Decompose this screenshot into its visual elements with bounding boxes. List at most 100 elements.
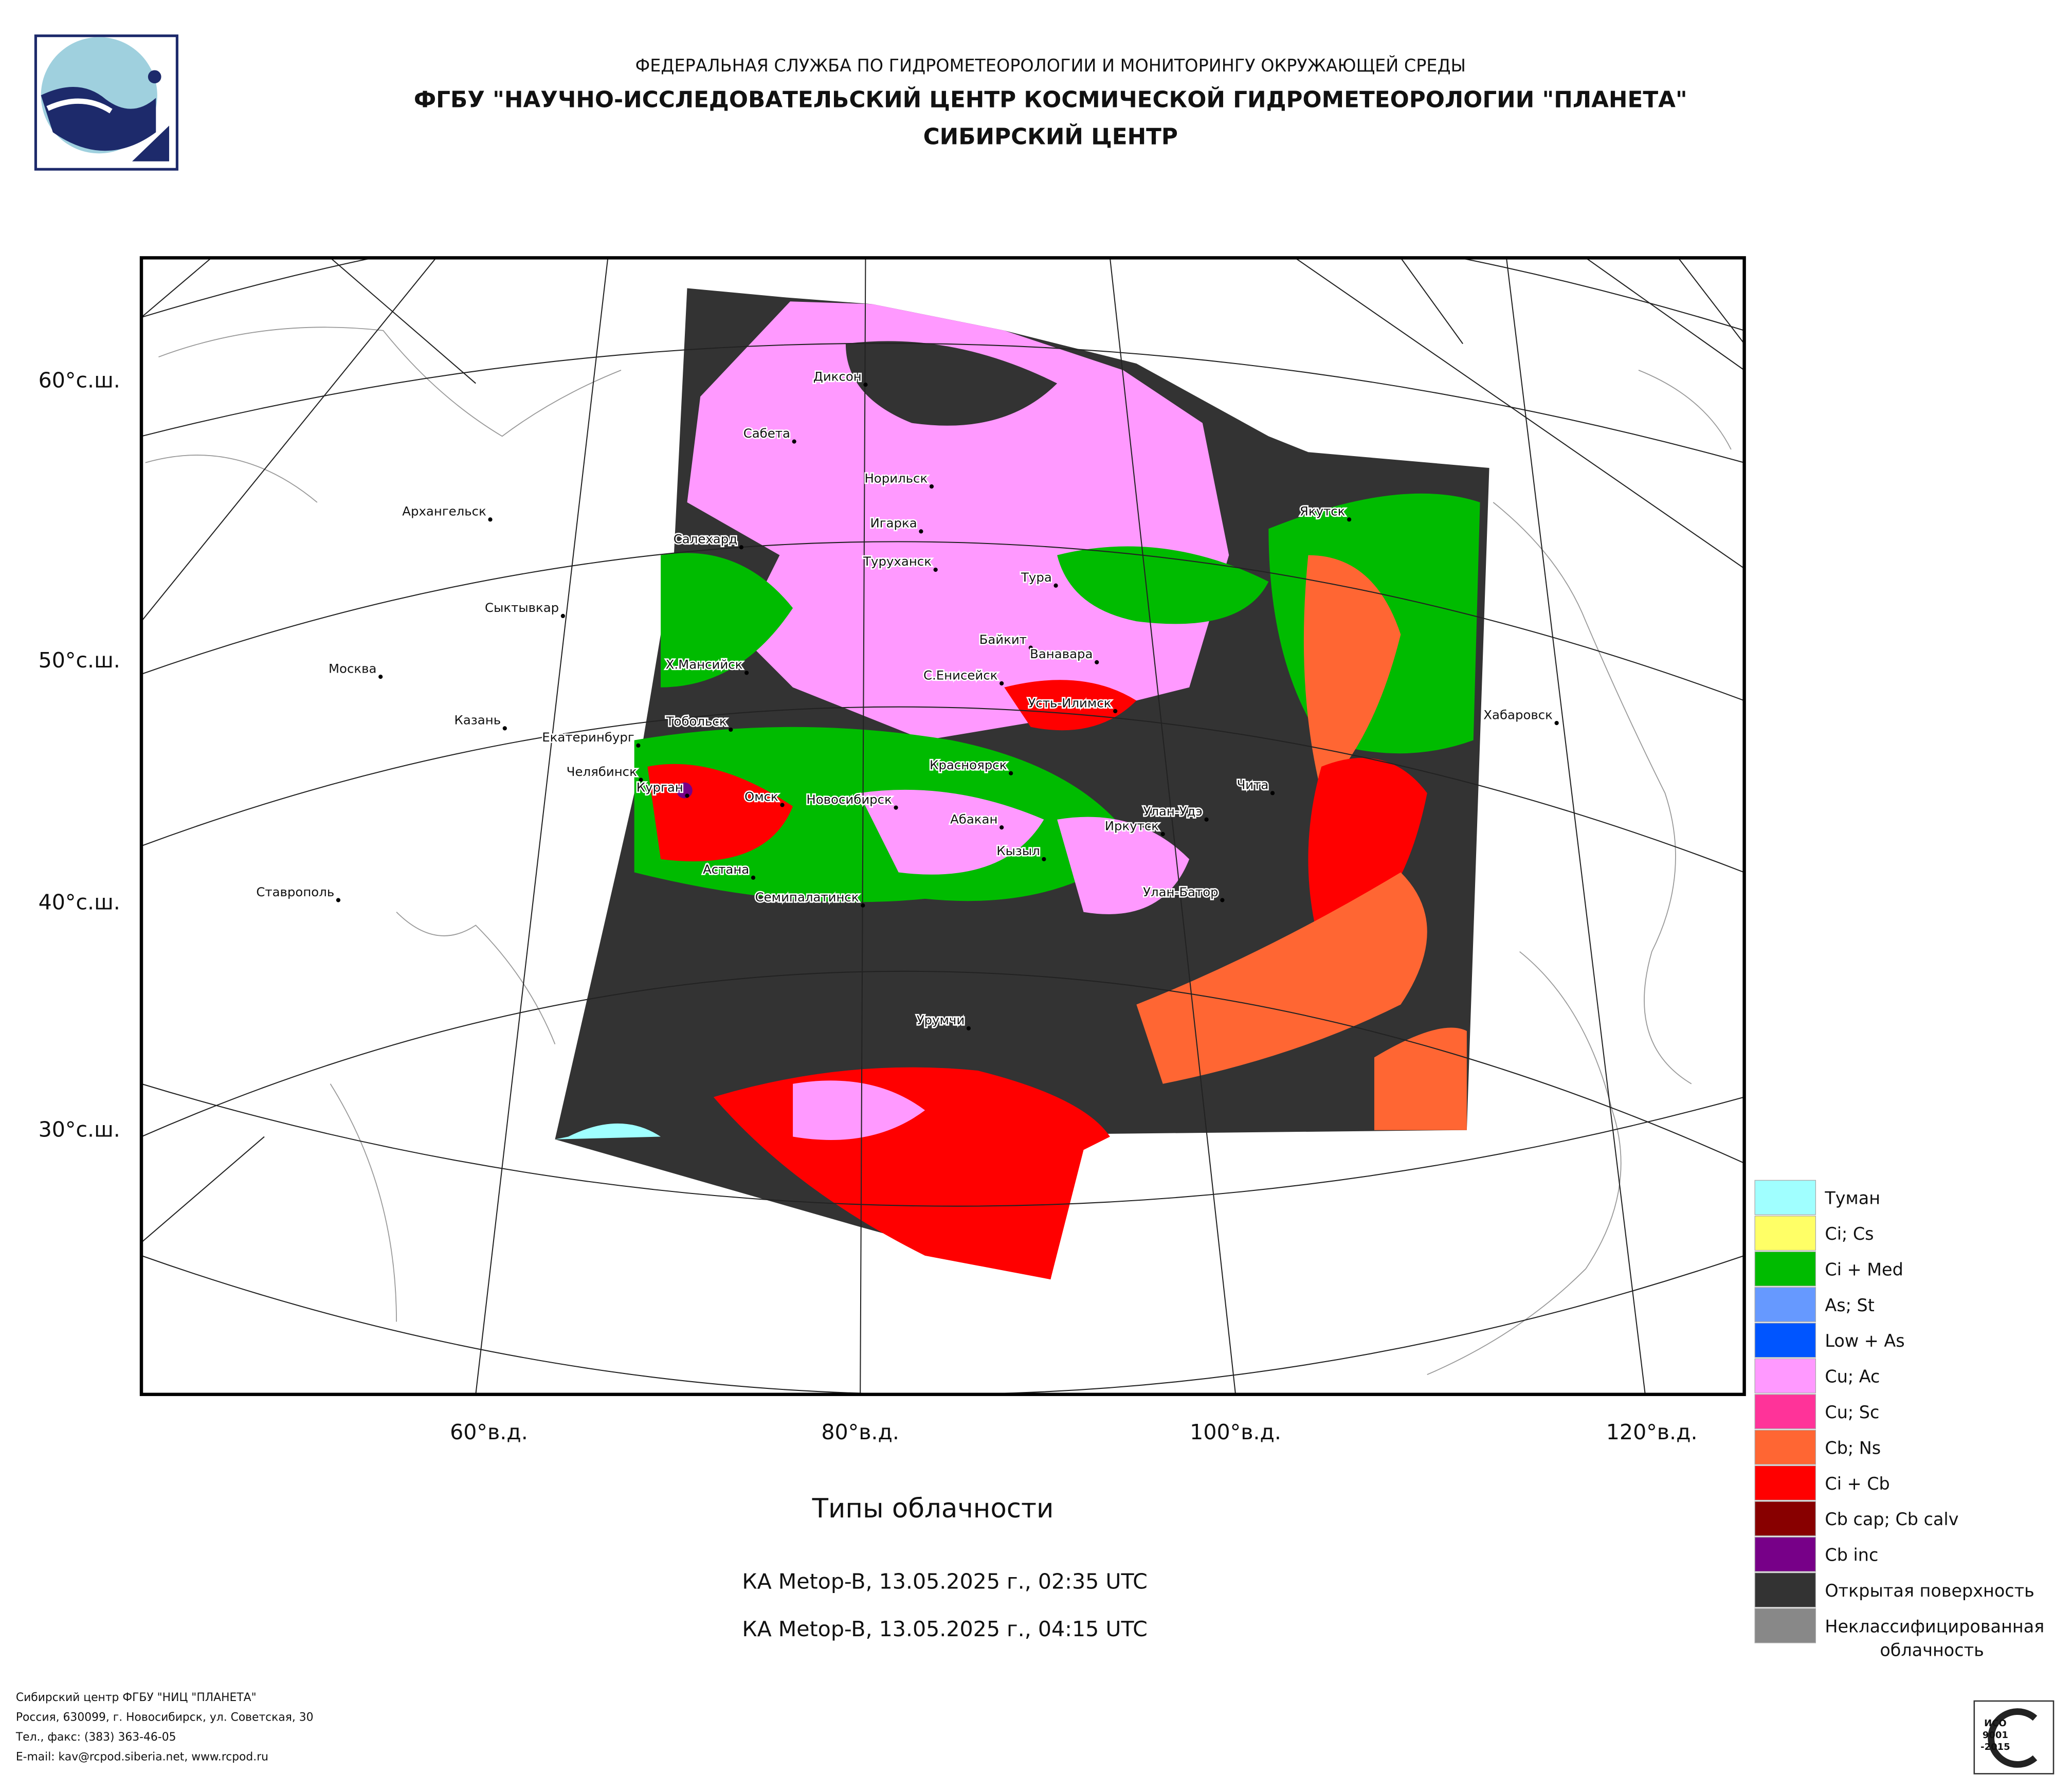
lon-label: 120°в.д.	[1606, 1420, 1698, 1444]
city-label: Москва	[329, 661, 377, 676]
city-dot	[929, 484, 934, 489]
legend-swatch	[1754, 1430, 1816, 1465]
city-label: Омск	[744, 789, 778, 804]
city-dot	[1220, 898, 1225, 902]
city-dot	[636, 743, 641, 748]
city-dot	[639, 777, 643, 782]
footer-line: E-mail: kav@rcpod.siberia.net, www.rcpod…	[16, 1751, 268, 1764]
legend-swatch	[1754, 1608, 1816, 1643]
caption: КА Metop-B, 13.05.2025 г., 04:15 UTC	[742, 1617, 1147, 1641]
map-title: Типы облачности	[812, 1493, 1054, 1524]
legend-label: Cu; Ac	[1825, 1367, 1880, 1387]
legend-label: Cb; Ns	[1825, 1438, 1881, 1458]
map: Диксон Сабета Норильск Архангельск Игарка Сал…	[139, 256, 1746, 1396]
city-dot	[1042, 857, 1046, 861]
city-label: Красноярск	[930, 757, 1007, 772]
header-line: ФГБУ "НАУЧНО-ИССЛЕДОВАТЕЛЬСКИЙ ЦЕНТР КОС…	[414, 85, 1687, 113]
city-label: Курган	[637, 780, 683, 795]
city-dot	[685, 793, 689, 798]
legend-swatch	[1754, 1251, 1816, 1287]
city-dot	[739, 545, 743, 550]
city-label: Улан-Удэ	[1143, 804, 1202, 819]
lat-label: 40°с.ш.	[39, 890, 120, 914]
city-label: С.Енисейск	[923, 667, 998, 682]
legend-label: Ci; Cs	[1825, 1224, 1874, 1244]
iso-text: ИСО	[1984, 1718, 2007, 1729]
legend-swatch	[1754, 1180, 1816, 1215]
city-label: Байкит	[979, 632, 1027, 647]
city-dot	[1160, 831, 1165, 837]
legend-label: облачность	[1880, 1640, 1984, 1660]
city-dot	[729, 727, 733, 732]
city-label: Абакан	[950, 811, 997, 826]
legend-swatch	[1754, 1501, 1816, 1536]
lon-label: 100°в.д.	[1190, 1420, 1281, 1444]
city-label: Тура	[1021, 570, 1052, 585]
legend-label: Cu; Sc	[1825, 1402, 1879, 1422]
map-axes: 60°с.ш. 50°с.ш. 40°с.ш. 30°с.ш. 60°в.д. 80°в.…	[39, 368, 1698, 1444]
city-label: Екатеринбург	[542, 730, 634, 745]
iso-text: 9001	[1983, 1730, 2008, 1741]
city-label: Игарка	[870, 516, 917, 531]
city-label: Семипалатинск	[755, 890, 859, 904]
legend-label: Low + As	[1825, 1331, 1904, 1351]
graticule	[141, 258, 1744, 1395]
legend-swatch	[1754, 1287, 1816, 1323]
city-dot	[1028, 645, 1033, 650]
legend-label: Ci + Cb	[1825, 1474, 1889, 1494]
legend-label: Неклассифицированная	[1825, 1616, 2044, 1636]
city-label: Казань	[455, 713, 501, 728]
city-dot	[560, 613, 565, 619]
city-dot	[502, 726, 507, 731]
caption: КА Metop-B, 13.05.2025 г., 02:35 UTC	[742, 1569, 1147, 1594]
city-label: Ванавара	[1030, 646, 1093, 661]
footer-line: Тел., факс: (383) 363-46-05	[15, 1731, 176, 1744]
city-dot	[999, 825, 1004, 830]
city-dot	[919, 529, 923, 534]
lon-label: 60°в.д.	[450, 1420, 528, 1444]
footer-line: Сибирский центр ФГБУ "НИЦ "ПЛАНЕТА"	[16, 1691, 257, 1704]
city-label: Архангельск	[402, 504, 486, 519]
legend: Туман Ci; Cs Ci + Med As; St Low + As Cu; Ac C…	[1754, 1180, 2044, 1660]
legend-swatch	[1754, 1572, 1816, 1608]
city-dot	[744, 671, 749, 675]
city-label: Хабаровск	[1483, 707, 1553, 722]
city-dot	[1204, 817, 1209, 822]
city-dot	[751, 875, 756, 880]
logo	[34, 34, 178, 171]
city-dot	[1095, 660, 1099, 664]
lat-label: 60°с.ш.	[39, 368, 120, 392]
legend-swatch	[1754, 1358, 1816, 1394]
legend-swatch	[1754, 1216, 1816, 1251]
lat-label: 50°с.ш.	[39, 648, 120, 673]
city-layer: Диксон Сабета Норильск Архангельск Игарка Сал…	[255, 368, 1559, 1030]
city-dot	[1270, 791, 1275, 795]
city-dot	[780, 803, 785, 807]
city-label: Урумчи	[917, 1012, 965, 1027]
city-label: Туруханск	[863, 554, 932, 569]
city-label: Челябинск	[567, 764, 637, 779]
city-dot	[1009, 771, 1013, 775]
city-label: Иркутск	[1105, 818, 1159, 833]
city-label: Диксон	[813, 369, 862, 384]
city-dot	[894, 805, 898, 810]
city-dot	[1554, 720, 1559, 726]
city-label: Х.Мансийск	[666, 657, 743, 672]
legend-swatch	[1754, 1323, 1816, 1358]
city-label: Астана	[703, 862, 749, 877]
city-label: Якутск	[1300, 504, 1346, 519]
legend-swatch	[1754, 1536, 1816, 1572]
city-dot	[488, 517, 493, 522]
iso-text: -2015	[1980, 1742, 2010, 1752]
city-dot	[863, 383, 868, 387]
lon-label: 80°в.д.	[821, 1420, 899, 1444]
city-label: Чита	[1237, 777, 1269, 792]
city-dot	[966, 1026, 971, 1030]
city-dot	[1347, 517, 1352, 522]
city-label: Сабета	[743, 426, 790, 441]
city-label: Улан-Батор	[1143, 884, 1219, 899]
legend-label: Cb inc	[1825, 1545, 1878, 1565]
legend-swatch	[1754, 1394, 1816, 1430]
